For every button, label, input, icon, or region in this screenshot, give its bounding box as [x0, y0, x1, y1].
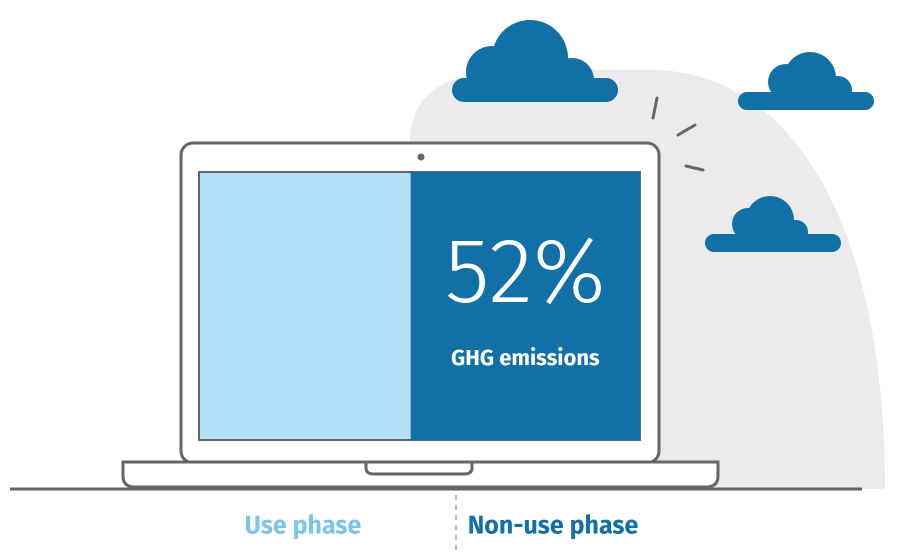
cloud	[738, 52, 874, 110]
share-caption: GHG emissions	[451, 344, 600, 371]
cloud	[705, 196, 841, 252]
non-use-phase-label: Non-use phase	[468, 511, 639, 541]
cloud	[452, 20, 618, 102]
sparkle-rays	[651, 96, 705, 172]
use-phase-label: Use phase	[245, 511, 362, 541]
camera	[417, 153, 425, 161]
non-use-phase-area	[410, 172, 640, 440]
share-value: 52%	[445, 217, 606, 327]
laptop-notch	[364, 462, 474, 476]
